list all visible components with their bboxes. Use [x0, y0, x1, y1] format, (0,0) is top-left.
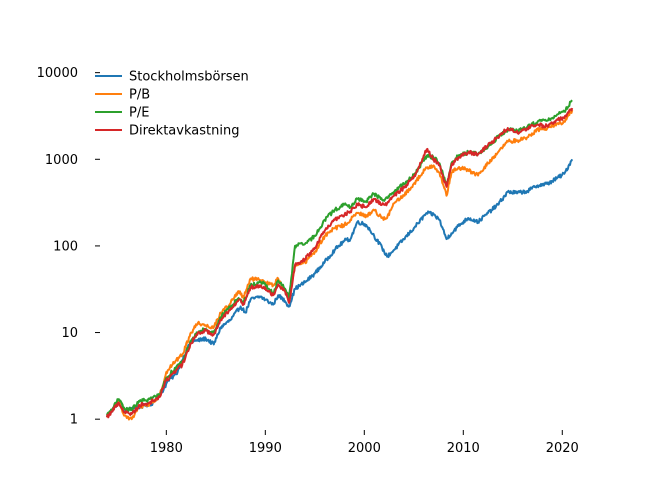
series-line-4 — [105, 107, 574, 419]
x-tick-label: 2010 — [447, 441, 480, 456]
legend-label: P/B — [129, 88, 150, 103]
y-axis: 1 10 100 1000 10000 — [37, 66, 100, 428]
legend-label: Stockholmsbörsen — [129, 70, 249, 85]
x-tick-label: 1990 — [249, 441, 282, 456]
x-tick-label: 2020 — [546, 441, 579, 456]
y-tick-label: 100 — [53, 239, 78, 254]
legend-label: P/E — [129, 106, 149, 121]
y-tick-label: 10000 — [37, 66, 78, 81]
y-tick-label: 1000 — [45, 153, 78, 168]
series-line-2 — [105, 109, 574, 421]
y-tick-label: 1 — [70, 413, 78, 428]
y-tick-label: 10 — [61, 326, 78, 341]
x-tick-label: 2000 — [348, 441, 381, 456]
series-line-1 — [105, 158, 574, 418]
x-tick-label: 1980 — [150, 441, 183, 456]
legend-label: Direktavkastning — [129, 124, 239, 139]
legend: Stockholmsbörsen P/B P/E Direktavkastning — [95, 70, 249, 139]
x-axis: 1980 1990 2000 2010 2020 — [150, 430, 579, 456]
series-layer — [105, 99, 574, 421]
